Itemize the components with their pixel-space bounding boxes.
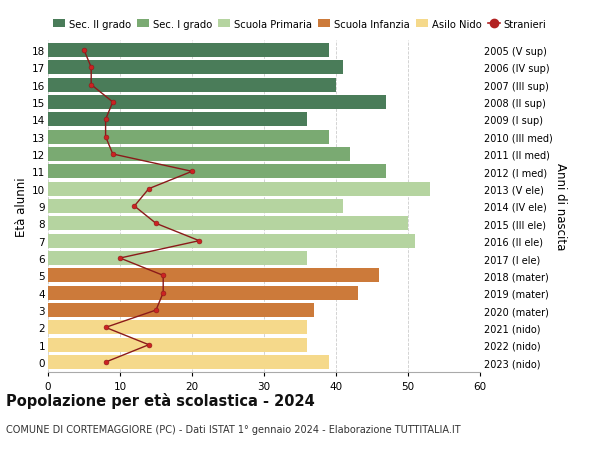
Y-axis label: Anni di nascita: Anni di nascita	[554, 163, 567, 250]
Bar	[48, 95, 386, 110]
Bar	[48, 61, 343, 75]
Bar	[48, 200, 343, 213]
Bar	[48, 320, 307, 335]
Legend: Sec. II grado, Sec. I grado, Scuola Primaria, Scuola Infanzia, Asilo Nido, Stran: Sec. II grado, Sec. I grado, Scuola Prim…	[53, 20, 547, 30]
Bar	[48, 113, 307, 127]
Bar	[48, 338, 307, 352]
Bar	[48, 252, 307, 266]
Text: COMUNE DI CORTEMAGGIORE (PC) - Dati ISTAT 1° gennaio 2024 - Elaborazione TUTTITA: COMUNE DI CORTEMAGGIORE (PC) - Dati ISTA…	[6, 425, 461, 435]
Bar	[48, 286, 358, 300]
Bar	[48, 78, 336, 93]
Bar	[48, 165, 386, 179]
Bar	[48, 303, 314, 318]
Bar	[48, 130, 329, 145]
Bar	[48, 234, 415, 248]
Bar	[48, 217, 408, 231]
Bar	[48, 147, 350, 162]
Text: Popolazione per età scolastica - 2024: Popolazione per età scolastica - 2024	[6, 392, 315, 409]
Bar	[48, 355, 329, 369]
Bar	[48, 44, 329, 58]
Bar	[48, 182, 430, 196]
Y-axis label: Età alunni: Età alunni	[15, 177, 28, 236]
Bar	[48, 269, 379, 283]
